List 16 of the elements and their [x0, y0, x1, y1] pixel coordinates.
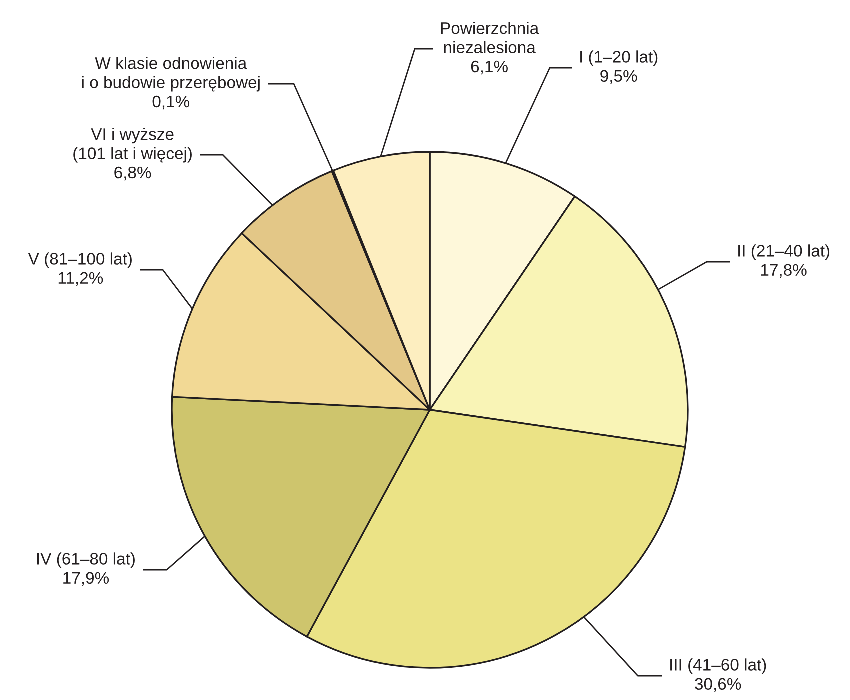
slice-label: V (81–100 lat): [28, 252, 132, 268]
slice-label: Powierzchnia niezalesiona: [441, 22, 540, 54]
data-label: 9,5%: [600, 70, 638, 84]
data-label: 0,1%: [152, 96, 190, 110]
data-label: 11,2%: [58, 272, 104, 286]
slice-label: III (41–60 lat): [670, 658, 766, 674]
slice-label: VI i wyższe (101 lat i więcej): [74, 128, 192, 163]
slice-label: IV (61–80 lat): [37, 552, 135, 568]
slice-label: I (1–20 lat): [580, 50, 658, 66]
slice-label: II (21–40 lat): [738, 244, 830, 260]
data-label: 17,8%: [761, 264, 807, 278]
slice-label: W klasie odnowienia i o budowie przerębowej: [82, 57, 260, 92]
data-label: 6,1%: [471, 60, 508, 75]
data-label: 6,8%: [114, 166, 152, 181]
data-label: 17,9%: [64, 572, 110, 586]
data-label: 30,6%: [695, 678, 742, 692]
